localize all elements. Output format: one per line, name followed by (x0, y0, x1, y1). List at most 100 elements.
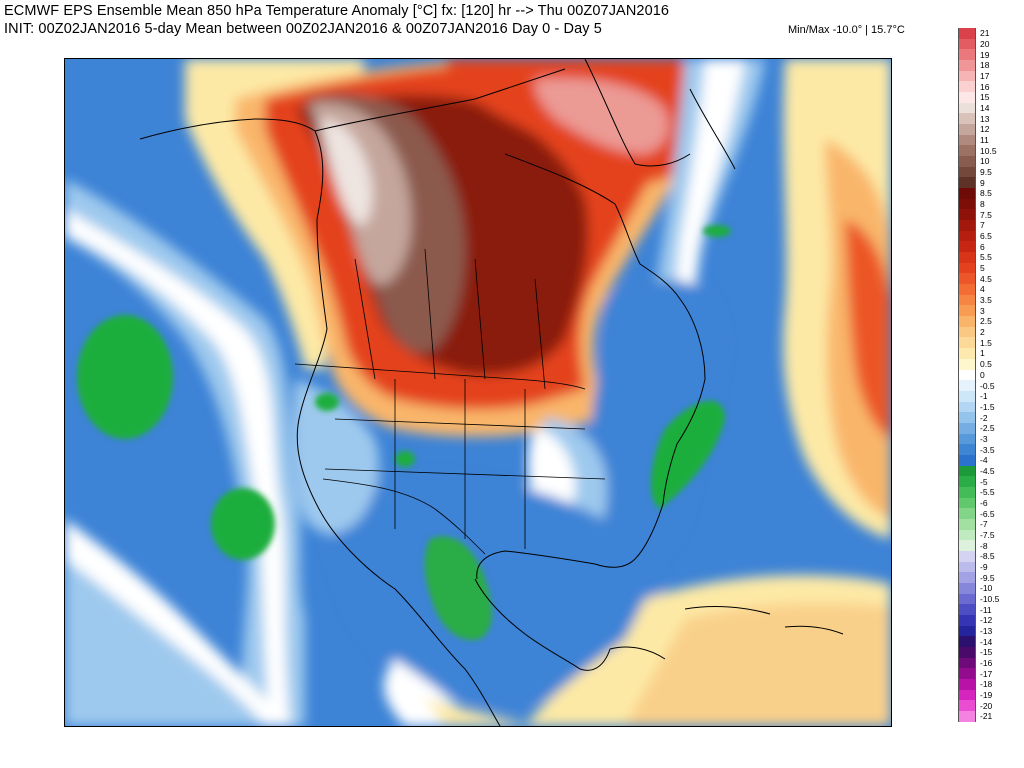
legend-swatch (958, 252, 976, 263)
legend-entry: -1 (958, 390, 988, 402)
legend-entry: -3.5 (958, 444, 995, 455)
legend-label: 19 (980, 49, 990, 60)
legend-label: -8 (980, 540, 988, 551)
legend-entry: -16 (958, 657, 992, 669)
legend-label: -9.5 (980, 572, 995, 583)
legend-label: 5 (980, 262, 985, 273)
legend-swatch (958, 316, 976, 327)
legend-entry: 1 (958, 348, 985, 359)
legend-entry: 18 (958, 60, 989, 71)
legend-label: 1 (980, 348, 985, 359)
legend-label: 8.5 (980, 188, 992, 199)
legend-swatch (958, 198, 976, 210)
legend-swatch (958, 657, 976, 669)
legend-entry: 6.5 (958, 230, 992, 242)
legend-swatch (958, 497, 976, 509)
legend-label: 14 (980, 102, 990, 113)
legend-entry: 6 (958, 241, 985, 253)
map-subtitle: INIT: 00Z02JAN2016 5-day Mean between 00… (4, 21, 602, 37)
legend-entry: -10 (958, 582, 992, 594)
coastlines (139, 59, 844, 726)
legend-swatch (958, 134, 976, 146)
legend-swatch (958, 476, 976, 487)
legend-entry: -11 (958, 604, 992, 615)
legend-entry: 9.5 (958, 166, 992, 178)
legend-entry: -13 (958, 625, 992, 637)
legend-swatch (958, 444, 976, 455)
legend-label: 9 (980, 177, 985, 188)
mexico-cold-core (424, 536, 492, 640)
anomaly-map (64, 58, 892, 727)
legend-swatch (958, 113, 976, 125)
legend-entry: 13 (958, 113, 989, 125)
legend-swatch (958, 540, 976, 551)
legend-label: 0 (980, 369, 985, 380)
legend-swatch (958, 561, 976, 573)
legend-swatch (958, 92, 976, 103)
legend-swatch (958, 166, 976, 178)
legend-entry: -7 (958, 518, 988, 530)
legend-swatch (958, 529, 976, 541)
legend-entry: 3.5 (958, 294, 992, 306)
legend-entry: -9.5 (958, 572, 995, 583)
legend-swatch (958, 604, 976, 615)
legend-swatch (958, 177, 976, 189)
legend-swatch (958, 401, 976, 413)
legend-label: -6.5 (980, 508, 995, 519)
legend-entry: -20 (958, 700, 992, 711)
legend-entry: -10.5 (958, 593, 999, 605)
legend-label: -10 (980, 583, 993, 594)
legend-entry: 17 (958, 70, 989, 82)
legend-label: -16 (980, 657, 993, 668)
legend-swatch (958, 593, 976, 605)
legend-swatch (958, 390, 976, 402)
legend-label: 12 (980, 124, 990, 135)
legend-label: -13 (980, 625, 993, 636)
legend-swatch (958, 337, 976, 349)
legend-swatch (958, 668, 976, 679)
legend-entry: -19 (958, 689, 992, 701)
legend-label: -18 (980, 679, 993, 690)
atlantic-cold-core (650, 400, 725, 509)
legend-entry: 4.5 (958, 273, 992, 285)
legend-swatch (958, 636, 976, 647)
legend-label: 20 (980, 38, 990, 49)
legend-swatch (958, 550, 976, 562)
legend-swatch (958, 454, 976, 466)
legend-label: 1.5 (980, 337, 992, 348)
legend-swatch (958, 70, 976, 82)
legend-entry: -17 (958, 668, 992, 679)
legend-swatch (958, 102, 976, 114)
min-max-readout: Min/Max -10.0° | 15.7°C (788, 24, 905, 36)
legend-entry: 12 (958, 124, 989, 135)
legend-entry: -6 (958, 497, 988, 509)
legend-label: 8 (980, 198, 985, 209)
legend-swatch (958, 220, 976, 231)
pacific-cold-core (77, 315, 173, 439)
color-legend: 21 20 19 18 17 16 15 14 13 12 11 10.5 10 9.5 9 8.5 8 7.5 7… (958, 28, 999, 722)
legend-entry: 16 (958, 81, 989, 93)
map-title: ECMWF EPS Ensemble Mean 850 hPa Temperat… (4, 3, 670, 19)
legend-label: -21 (980, 711, 993, 722)
legend-entry: 11 (958, 134, 989, 146)
legend-label: -6 (980, 497, 988, 508)
legend-label: -11 (980, 604, 992, 615)
legend-swatch (958, 49, 976, 61)
legend-swatch (958, 422, 976, 434)
legend-swatch (958, 188, 976, 199)
legend-entry: -9 (958, 561, 988, 573)
legend-entry: -12 (958, 614, 992, 626)
legend-label: 6 (980, 241, 985, 252)
legend-swatch (958, 380, 976, 391)
legend-swatch (958, 156, 976, 167)
legend-label: 10 (980, 156, 990, 167)
legend-swatch (958, 326, 976, 338)
legend-entry: -7.5 (958, 529, 995, 541)
legend-swatch (958, 625, 976, 637)
legend-entry: -8 (958, 540, 988, 551)
legend-swatch (958, 348, 976, 359)
legend-swatch (958, 305, 976, 317)
legend-label: 2 (980, 326, 985, 337)
legend-entry: 2 (958, 326, 985, 338)
legend-swatch (958, 124, 976, 135)
